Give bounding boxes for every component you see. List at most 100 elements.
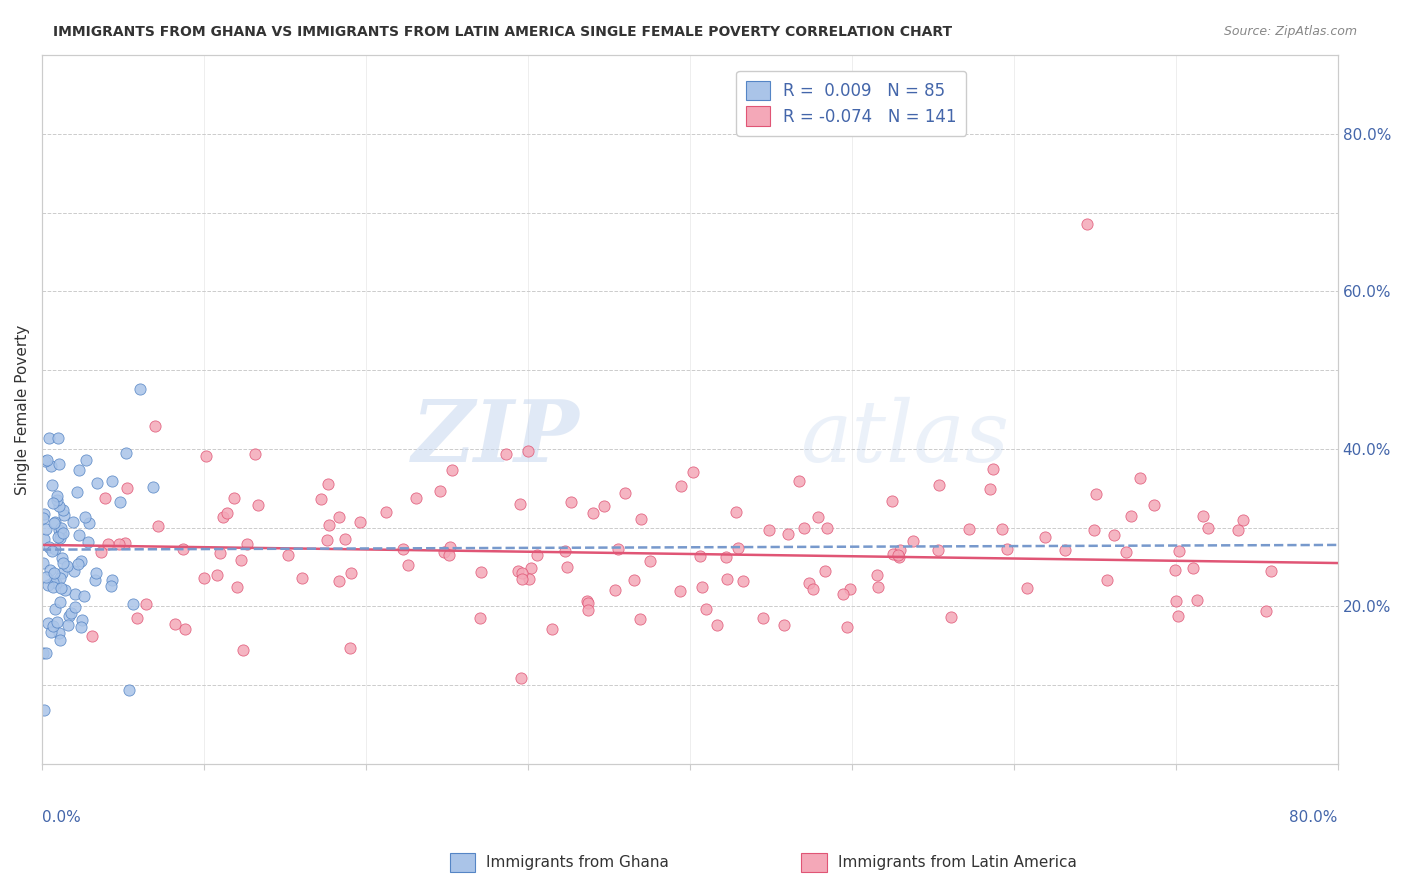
Point <box>803 582 825 596</box>
Point <box>67 528 90 542</box>
Point <box>51 566 73 580</box>
Point <box>340 566 363 581</box>
Point <box>63 587 86 601</box>
Point <box>51 527 73 541</box>
Text: 0.0%: 0.0% <box>42 810 80 825</box>
Point <box>108 495 131 509</box>
Point <box>1115 545 1137 559</box>
Point <box>34 454 56 468</box>
Point <box>135 597 157 611</box>
Point <box>772 618 794 632</box>
Point <box>758 523 780 537</box>
Point <box>630 511 652 525</box>
Point <box>520 561 543 575</box>
Point <box>901 534 924 549</box>
Point <box>41 618 63 632</box>
Point <box>405 491 427 505</box>
Point <box>211 510 233 524</box>
Point <box>38 431 60 445</box>
Point <box>776 527 799 541</box>
Point <box>882 547 904 561</box>
Point <box>46 492 69 507</box>
Point <box>42 495 65 509</box>
Point <box>49 521 72 535</box>
Point <box>433 545 456 559</box>
Point <box>1164 563 1187 577</box>
Point <box>470 610 492 624</box>
Point <box>439 540 461 554</box>
Point <box>41 478 63 492</box>
Point <box>1168 544 1191 558</box>
Text: Immigrants from Latin America: Immigrants from Latin America <box>838 855 1077 870</box>
Point <box>509 497 531 511</box>
Point <box>65 600 87 615</box>
Point <box>1033 530 1056 544</box>
Point <box>495 447 517 461</box>
Point <box>100 475 122 489</box>
Point <box>887 548 910 562</box>
Point <box>814 564 837 578</box>
Point <box>682 465 704 479</box>
Point <box>35 452 58 467</box>
Point <box>42 575 65 590</box>
Point <box>32 510 55 524</box>
Point <box>46 489 69 503</box>
Point <box>77 516 100 531</box>
Point <box>725 505 748 519</box>
Point <box>86 475 108 490</box>
Point <box>995 541 1018 556</box>
Point <box>695 602 717 616</box>
Point <box>60 607 83 621</box>
Point <box>690 581 713 595</box>
Point <box>578 603 600 617</box>
Point <box>142 480 165 494</box>
Point <box>866 580 889 594</box>
Point <box>576 594 599 608</box>
Point <box>1227 523 1250 537</box>
Point <box>70 554 93 568</box>
Point <box>226 580 249 594</box>
Point <box>165 617 187 632</box>
Point <box>1181 560 1204 574</box>
Point <box>173 622 195 636</box>
Point <box>48 499 70 513</box>
Point <box>72 613 94 627</box>
Point <box>44 541 66 556</box>
Point <box>45 576 67 591</box>
Point <box>441 463 464 477</box>
Point <box>807 509 830 524</box>
Point <box>32 507 55 521</box>
Point <box>799 576 821 591</box>
Point <box>1167 609 1189 624</box>
Point <box>391 542 413 557</box>
Point <box>114 536 136 550</box>
Point <box>58 609 80 624</box>
Point <box>374 505 396 519</box>
Point <box>41 543 63 558</box>
Point <box>716 572 738 586</box>
Point <box>582 506 605 520</box>
Point <box>46 530 69 544</box>
Point <box>1260 564 1282 578</box>
Text: atlas: atlas <box>800 397 1010 479</box>
Point <box>554 543 576 558</box>
Point <box>55 559 77 574</box>
Point <box>510 572 533 586</box>
Point <box>439 549 461 563</box>
Text: Immigrants from Ghana: Immigrants from Ghana <box>486 855 669 870</box>
Point <box>35 570 58 584</box>
Point <box>1254 604 1277 618</box>
Text: IMMIGRANTS FROM GHANA VS IMMIGRANTS FROM LATIN AMERICA SINGLE FEMALE POVERTY COR: IMMIGRANTS FROM GHANA VS IMMIGRANTS FROM… <box>53 25 952 39</box>
Point <box>606 542 628 557</box>
Point <box>623 573 645 587</box>
Point <box>115 481 138 495</box>
Point <box>48 531 70 545</box>
Point <box>638 554 661 568</box>
Point <box>560 495 582 509</box>
Point <box>1102 528 1125 542</box>
Point <box>959 522 981 536</box>
Point <box>1129 471 1152 485</box>
Point <box>246 498 269 512</box>
Point <box>143 418 166 433</box>
Point <box>1121 508 1143 523</box>
